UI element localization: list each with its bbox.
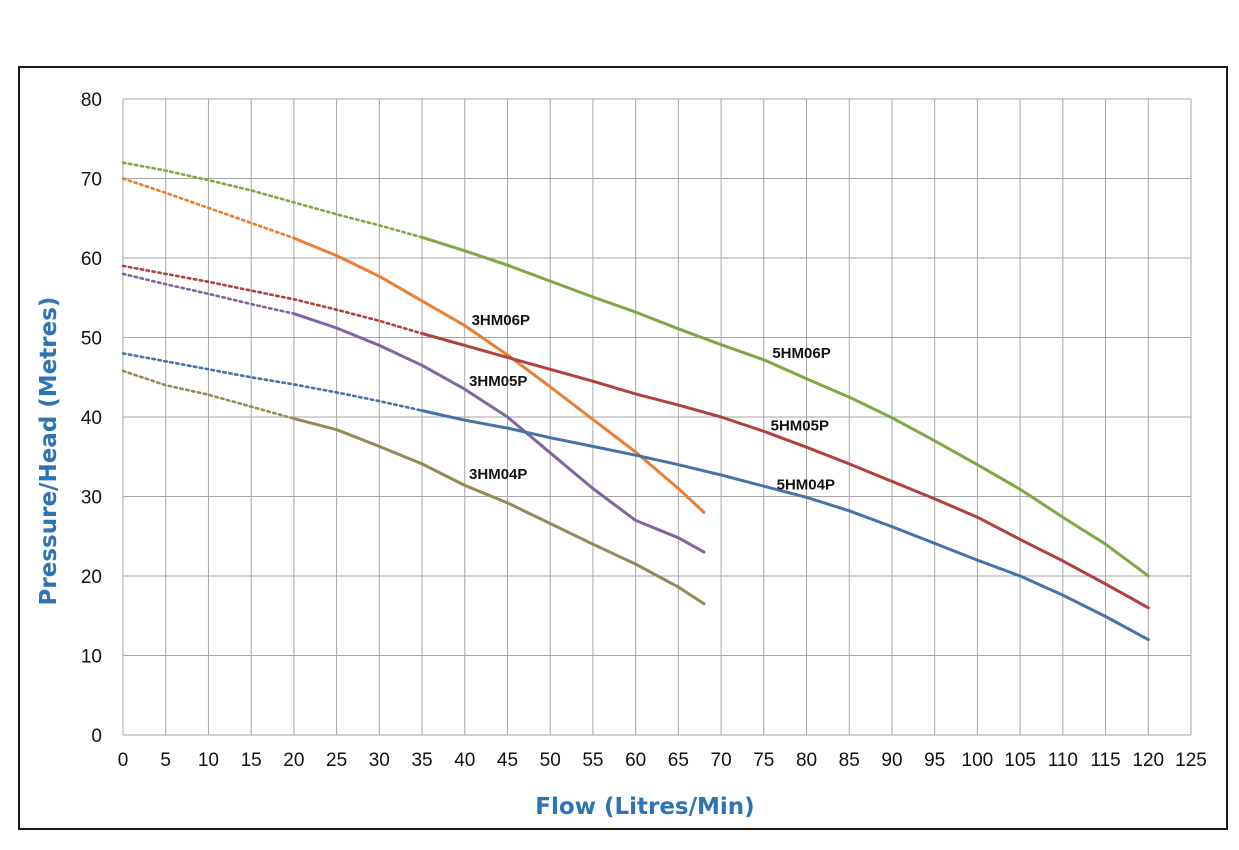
- x-tick-label: 70: [711, 750, 732, 771]
- y-axis-title: Pressure/Head (Metres): [36, 297, 62, 606]
- series-5hm06p-line: [420, 235, 1150, 578]
- x-tick-label: 100: [962, 750, 994, 771]
- x-tick-label: 75: [753, 750, 774, 771]
- series-3hm06p-line: [292, 236, 706, 514]
- series-3hm05p-dotted-line: [121, 272, 296, 315]
- tick-labels: 0 5 10 15 20 25 30 35 40 45 50 55 60 65 70 75 80 85 90 95 10…: [81, 90, 1207, 771]
- x-tick-label: 85: [839, 750, 860, 771]
- x-tick-label: 90: [881, 750, 902, 771]
- y-tick-label: 60: [81, 249, 102, 270]
- series-label-5hm06p: 5HM06P: [772, 345, 830, 362]
- series-3hm05p-line: [292, 312, 706, 554]
- x-tick-label: 105: [1004, 750, 1036, 771]
- y-tick-label: 50: [81, 329, 102, 350]
- series-5hm04p-line: [420, 409, 1150, 642]
- x-tick-label: 45: [497, 750, 518, 771]
- x-tick-label: 35: [411, 750, 432, 771]
- y-tick-label: 40: [81, 408, 102, 429]
- x-tick-label: 120: [1132, 750, 1164, 771]
- chart-frame: 0 5 10 15 20 25 30 35 40 45 50 55 60 65 70 75 80 85 90 95 10…: [18, 66, 1228, 830]
- x-tick-label: 10: [198, 750, 219, 771]
- x-tick-label: 20: [283, 750, 304, 771]
- series-3hm04p-line: [292, 417, 706, 606]
- series-layer: [121, 161, 1150, 642]
- series-5hm05p-dotted-line: [121, 264, 424, 335]
- x-tick-label: 40: [454, 750, 475, 771]
- grid-layer: [122, 98, 1192, 736]
- x-tick-label: 80: [796, 750, 817, 771]
- x-tick-label: 5: [160, 750, 171, 771]
- series-label-3hm04p: 3HM04P: [469, 466, 527, 483]
- x-tick-label: 60: [625, 750, 646, 771]
- series-3hm04p-dotted-line: [121, 369, 296, 420]
- x-tick-label: 30: [369, 750, 390, 771]
- series-labels: 3HM04P 3HM05P 3HM06P 5HM04P 5HM05P 5HM06P: [469, 312, 835, 494]
- y-tick-label: 10: [81, 647, 102, 668]
- x-tick-label: 65: [668, 750, 689, 771]
- y-tick-label: 30: [81, 488, 102, 509]
- series-label-3hm05p: 3HM05P: [469, 373, 527, 390]
- series-label-3hm06p: 3HM06P: [472, 312, 530, 329]
- x-tick-label: 0: [118, 750, 129, 771]
- x-tick-label: 50: [540, 750, 561, 771]
- x-tick-label: 125: [1175, 750, 1207, 771]
- y-tick-label: 70: [81, 170, 102, 191]
- y-tick-label: 0: [91, 726, 102, 747]
- x-tick-label: 15: [241, 750, 262, 771]
- x-tick-label: 110: [1048, 750, 1078, 771]
- x-tick-label: 25: [326, 750, 347, 771]
- series-5hm04p-dotted-line: [121, 352, 424, 412]
- series-label-5hm05p: 5HM05P: [771, 418, 829, 435]
- y-tick-label: 80: [81, 90, 102, 111]
- y-tick-label: 20: [81, 567, 102, 588]
- series-label-5hm04p: 5HM04P: [777, 476, 835, 493]
- series-3hm06p-dotted-line: [121, 177, 296, 240]
- x-tick-label: 55: [582, 750, 603, 771]
- x-tick-label: 115: [1090, 750, 1120, 771]
- x-tick-label: 95: [924, 750, 945, 771]
- chart-svg: 0 5 10 15 20 25 30 35 40 45 50 55 60 65 70 75 80 85 90 95 10…: [36, 90, 1207, 820]
- series-5hm06p-dotted-line: [121, 161, 424, 239]
- x-axis-title: Flow (Litres/Min): [535, 794, 754, 820]
- series-5hm05p-line: [420, 332, 1150, 610]
